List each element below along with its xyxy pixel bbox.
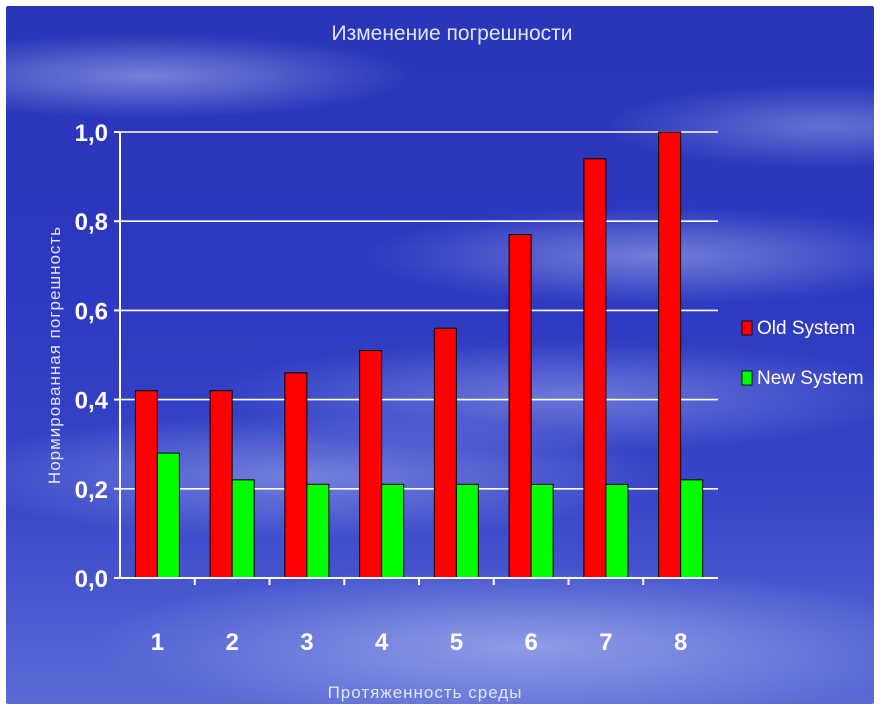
x-tick-label: 3 [300,629,313,656]
y-tick-label: 0,4 [75,388,109,415]
legend: Old System New System [741,318,864,389]
x-tick-label: 7 [599,629,612,656]
bar-new-system [680,479,704,579]
chart-title: Изменение погрешности [332,22,573,45]
bar-new-system [306,483,330,579]
y-tick-label: 0,8 [75,209,108,236]
bar-old-system [433,327,457,579]
bar-old-system [658,131,682,579]
y-tick-label: 1,0 [75,120,108,147]
x-tick-label: 4 [375,629,389,656]
y-axis-title: Нормированная погрешность [45,226,64,484]
y-axis-ticks: 0,0 0,2 0,4 0,6 0,8 1,0 [75,120,120,593]
y-tick-label: 0,0 [75,566,108,593]
bar-new-system [231,479,255,579]
bar-old-system [359,350,383,579]
bar-new-system [156,452,180,579]
x-axis-title: Протяженность среды [328,683,523,702]
y-tick-label: 0,2 [75,477,108,504]
bar-new-system [455,483,479,579]
x-tick-label: 8 [674,629,687,656]
x-tick-label: 5 [450,629,463,656]
bar-old-system [209,390,233,579]
legend-label: Old System [757,318,855,339]
bar-new-system [605,483,629,579]
legend-swatch [741,320,753,336]
bar-old-system [284,372,308,579]
legend-swatch [741,370,753,386]
x-axis-ticks: 1 2 3 4 5 6 7 8 [151,578,687,656]
bar-old-system [134,390,158,579]
bar-new-system [381,483,405,579]
bar-old-system [583,158,607,579]
x-tick-label: 1 [151,629,164,656]
legend-label: New System [757,368,864,389]
x-tick-label: 2 [225,629,238,656]
bars [134,131,704,579]
bar-old-system [508,234,532,579]
y-tick-label: 0,6 [75,298,108,325]
x-tick-label: 6 [524,629,537,656]
bar-new-system [530,483,554,579]
